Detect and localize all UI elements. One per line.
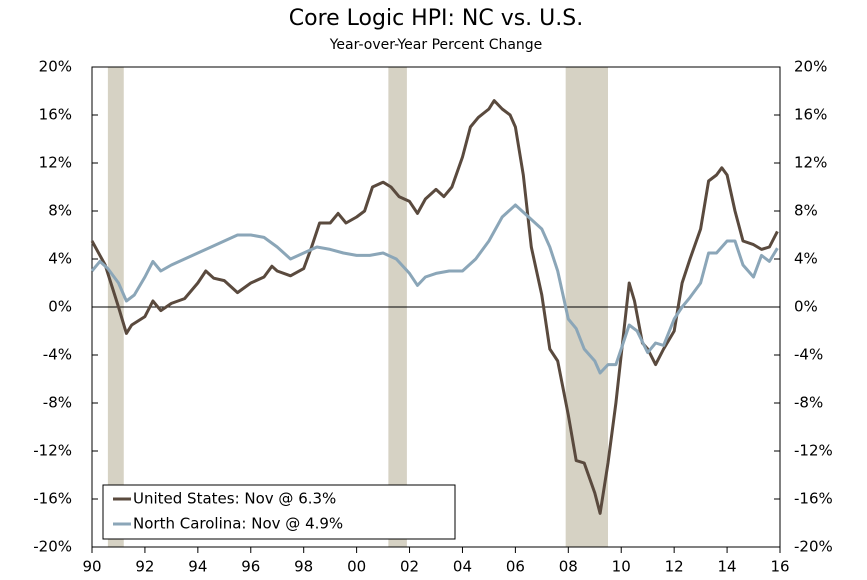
x-tick-label: 08 <box>559 558 578 576</box>
y-tick-label: 4% <box>48 250 72 268</box>
chart-subtitle: Year-over-Year Percent Change <box>329 37 543 53</box>
x-tick-label: 90 <box>82 558 101 576</box>
y2-tick-label: -20% <box>794 538 833 556</box>
x-tick-label: 06 <box>506 558 525 576</box>
y-tick-label: -12% <box>33 442 72 460</box>
legend-label: United States: Nov @ 6.3% <box>133 490 336 508</box>
y-tick-label: 8% <box>48 202 72 220</box>
x-tick-label: 00 <box>347 558 366 576</box>
y2-tick-label: -8% <box>794 394 823 412</box>
y2-tick-label: 12% <box>794 154 827 172</box>
legend-label: North Carolina: Nov @ 4.9% <box>133 515 343 533</box>
y-tick-label: 12% <box>39 154 72 172</box>
x-tick-label: 98 <box>294 558 313 576</box>
x-tick-label: 94 <box>188 558 207 576</box>
y-tick-label: -8% <box>43 394 72 412</box>
x-tick-label: 92 <box>135 558 154 576</box>
y-tick-label: 20% <box>39 58 72 76</box>
y-tick-label: -20% <box>33 538 72 556</box>
y2-tick-label: 4% <box>794 250 818 268</box>
y2-tick-label: -16% <box>794 490 833 508</box>
x-tick-label: 12 <box>665 558 684 576</box>
y-tick-label: -16% <box>33 490 72 508</box>
y-tick-label: 0% <box>48 298 72 316</box>
y-tick-label: -4% <box>43 346 72 364</box>
y2-tick-label: -4% <box>794 346 823 364</box>
series-line <box>90 203 779 375</box>
x-tick-label: 04 <box>453 558 472 576</box>
y2-tick-label: 16% <box>794 106 827 124</box>
x-tick-label: 96 <box>241 558 260 576</box>
y-tick-label: 16% <box>39 106 72 124</box>
x-tick-label: 02 <box>400 558 419 576</box>
x-tick-label: 10 <box>612 558 631 576</box>
series-line <box>90 99 779 515</box>
y2-tick-label: 8% <box>794 202 818 220</box>
y2-tick-label: 20% <box>794 58 827 76</box>
x-tick-label: 14 <box>718 558 737 576</box>
y2-tick-label: -12% <box>794 442 833 460</box>
legend-box <box>102 484 456 540</box>
x-tick-label: 16 <box>770 558 789 576</box>
y2-tick-label: 0% <box>794 298 818 316</box>
chart-title: Core Logic HPI: NC vs. U.S. <box>289 6 583 31</box>
